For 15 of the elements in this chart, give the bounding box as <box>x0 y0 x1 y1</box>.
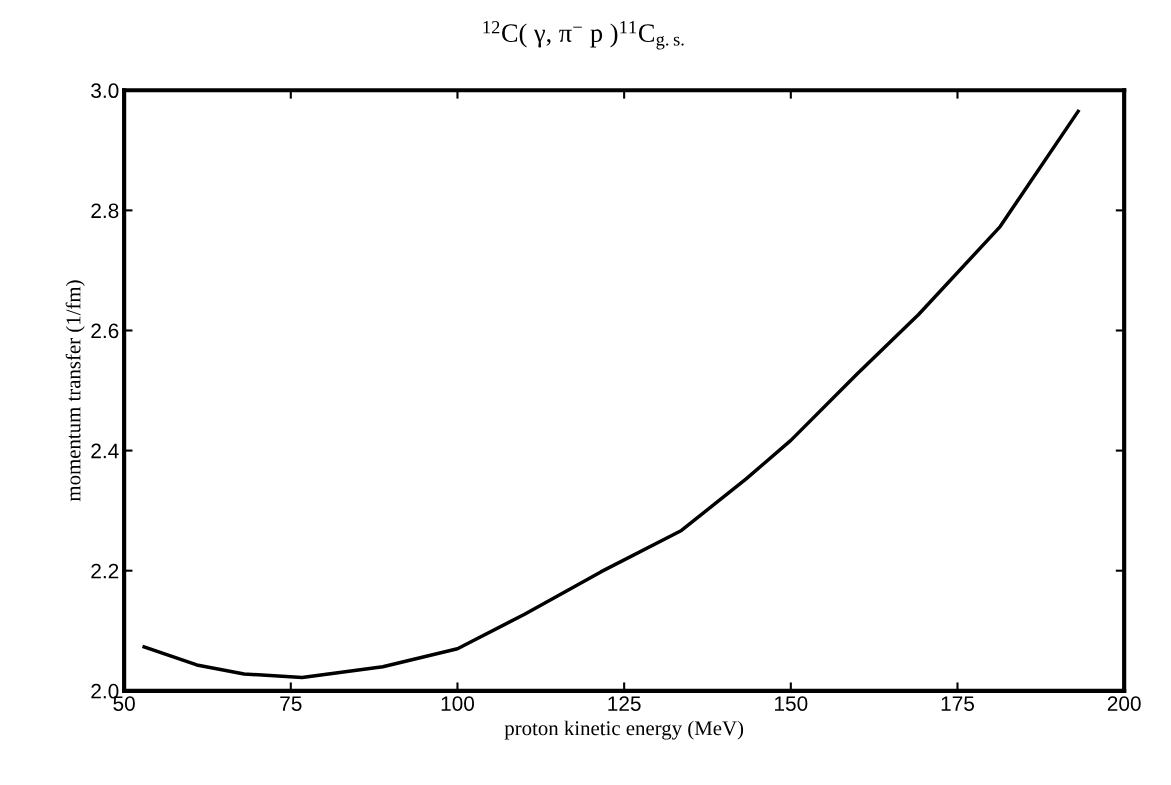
x-tick-label: 125 <box>608 696 641 711</box>
x-tick-label: 175 <box>941 696 974 711</box>
x-tick-label: 150 <box>775 696 808 711</box>
x-tick-label: 75 <box>280 696 302 711</box>
y-tick-label: 2.2 <box>91 563 119 579</box>
y-tick-label: 2.4 <box>91 443 119 459</box>
chart-title: $^{12}$C( γ, π$^{−}$ p )$^{11}$C$_{g.s.}$ <box>483 21 684 50</box>
line-series <box>142 109 1080 680</box>
x-tick-label: 200 <box>1107 696 1141 711</box>
y-tick-label: 3.0 <box>91 83 119 99</box>
y-tick-label: 2.6 <box>91 323 119 339</box>
x-tick-label: 100 <box>441 696 475 711</box>
y-axis-title: momentum transfer (1/fm) <box>65 280 85 502</box>
x-axis-title: proton kinetic energy (MeV) <box>504 720 744 740</box>
y-tick-label: 2.8 <box>91 203 119 219</box>
